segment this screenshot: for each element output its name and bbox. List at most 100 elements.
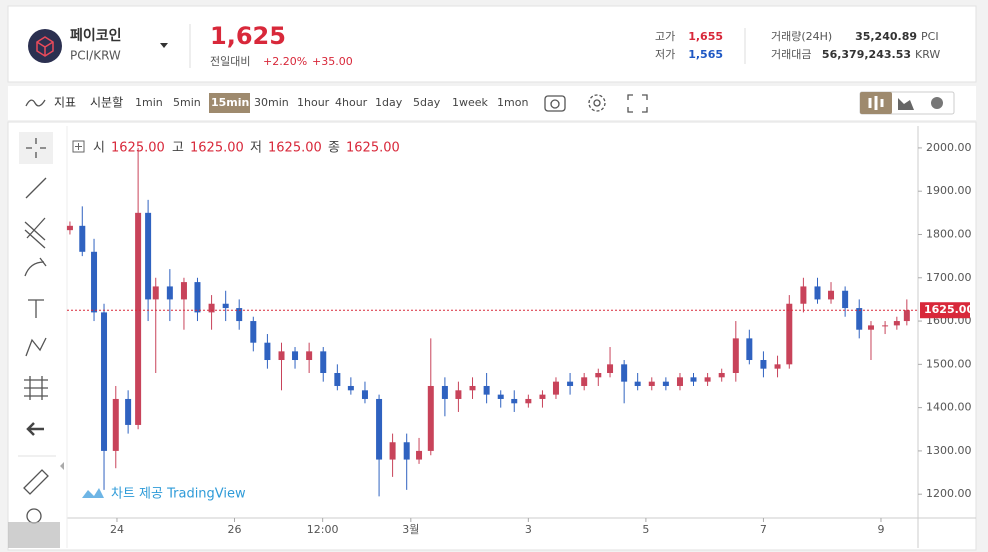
interval-button[interactable]: 1week — [452, 96, 489, 109]
candle-body — [264, 342, 271, 361]
candle-body — [152, 286, 159, 300]
coin-logo-cube — [36, 36, 54, 57]
stat-label: 고가 — [655, 30, 675, 43]
volume-unit: PCI — [921, 30, 939, 43]
stat-value: 1,655 — [688, 30, 723, 43]
candle-body — [483, 385, 490, 395]
pair-dropdown[interactable] — [160, 43, 168, 48]
timeshare-button[interactable]: 시분할 — [90, 96, 123, 110]
candle-body — [676, 377, 683, 386]
indicator-button[interactable]: 지표 — [54, 96, 76, 110]
y-tick-label: 1300.00 — [926, 444, 972, 457]
stats: 고가 1,655 저가 1,565 거래량(24H) 35,240.89 PCI 거래대금 56… — [655, 30, 940, 61]
candle-body — [690, 377, 697, 382]
scroll-arrow[interactable] — [60, 462, 64, 470]
x-tick-label: 5 — [642, 523, 649, 536]
x-tick-label: 26 — [227, 523, 241, 536]
candle-body — [236, 308, 243, 322]
screenshot-lens — [550, 99, 560, 109]
candle-body — [427, 385, 434, 451]
candle-body — [718, 372, 725, 378]
candle-body — [389, 442, 396, 460]
crosshair-tool[interactable] — [26, 138, 46, 158]
candle-body — [814, 286, 821, 300]
y-tick-label: 1900.00 — [926, 184, 972, 197]
candle-body — [112, 398, 119, 451]
interval-button[interactable]: 1min — [135, 96, 163, 109]
candle-body — [856, 308, 863, 330]
candle-body — [361, 390, 368, 399]
fullscreen-button[interactable] — [627, 94, 648, 113]
candle-body — [567, 381, 574, 386]
candle-body — [222, 303, 229, 309]
indicator-icon[interactable] — [25, 99, 46, 107]
candle-body — [662, 381, 669, 386]
y-tick-label: 1200.00 — [926, 487, 972, 500]
candle-body — [306, 351, 313, 361]
candle-body — [91, 251, 98, 313]
interval-button[interactable]: 1mon — [497, 96, 528, 109]
candle-body — [634, 381, 641, 386]
area-type-button[interactable] — [898, 98, 914, 110]
settings-center — [593, 99, 601, 107]
candle-body — [469, 385, 476, 391]
candle-body — [867, 325, 874, 330]
x-tick-label: 3월 — [402, 523, 419, 536]
interval-button[interactable]: 5day — [413, 96, 441, 109]
interval-button[interactable]: 30min — [254, 96, 289, 109]
brush-tool[interactable] — [24, 257, 47, 277]
settings-button[interactable] — [588, 94, 606, 112]
x-tick-label: 3 — [525, 523, 532, 536]
watermark: 차트 제공 TradingView — [111, 487, 246, 502]
ohlc-value: 1625.00 — [190, 141, 244, 156]
candle-body — [347, 385, 354, 391]
price-label: 1625.00 — [924, 303, 974, 316]
fib-tool[interactable] — [24, 217, 46, 249]
candle-body — [893, 321, 900, 326]
pattern-tool[interactable] — [25, 337, 47, 357]
y-tick-label: 1400.00 — [926, 401, 972, 414]
header-panel — [7, 5, 977, 83]
interval-button[interactable]: 5min — [173, 96, 201, 109]
volume-label: 거래량(24H) — [771, 30, 832, 43]
candle-body — [376, 398, 383, 460]
candle-body — [539, 394, 546, 399]
ohlc-label: 저 — [250, 141, 262, 156]
back-tool[interactable] — [26, 422, 44, 436]
ohlc-label: 시 — [93, 141, 105, 156]
candle-body — [800, 286, 807, 304]
y-tick-label: 1700.00 — [926, 271, 972, 284]
candle-body — [511, 398, 518, 404]
current-price: 1,625 — [210, 22, 286, 50]
candle-body — [903, 310, 910, 322]
ruler-tool[interactable] — [23, 469, 49, 495]
coin-type-button[interactable] — [931, 97, 943, 109]
candle-body — [135, 212, 142, 425]
candle-type-icon — [868, 96, 884, 110]
line-tool[interactable] — [25, 177, 47, 199]
ohlc-label: 고 — [172, 141, 184, 156]
interval-button[interactable]: 4hour — [335, 96, 368, 109]
candle-body — [166, 286, 173, 300]
screenshot-button[interactable] — [544, 95, 566, 112]
watermark-logo — [82, 488, 104, 498]
interval-button[interactable]: 1hour — [297, 96, 330, 109]
candle-body — [79, 225, 86, 252]
x-tick-label: 12:00 — [307, 523, 339, 536]
candle-body — [320, 351, 327, 373]
stat-value: 1,565 — [688, 48, 723, 61]
text-tool[interactable] — [28, 299, 44, 318]
interval-button[interactable]: 15min — [211, 96, 249, 109]
measure-tool[interactable] — [24, 376, 48, 400]
volume-label: 거래대금 — [771, 48, 811, 61]
candle-body — [292, 351, 299, 361]
coin-name: 페이코인 — [70, 27, 122, 44]
y-tick-label: 1800.00 — [926, 227, 972, 240]
collapse-button[interactable] — [8, 522, 60, 548]
legend-toggle-plus — [75, 143, 82, 150]
stat-label: 저가 — [655, 48, 675, 61]
legend-toggle[interactable] — [72, 140, 85, 153]
candle-body — [704, 377, 711, 382]
interval-button[interactable]: 1day — [375, 96, 403, 109]
